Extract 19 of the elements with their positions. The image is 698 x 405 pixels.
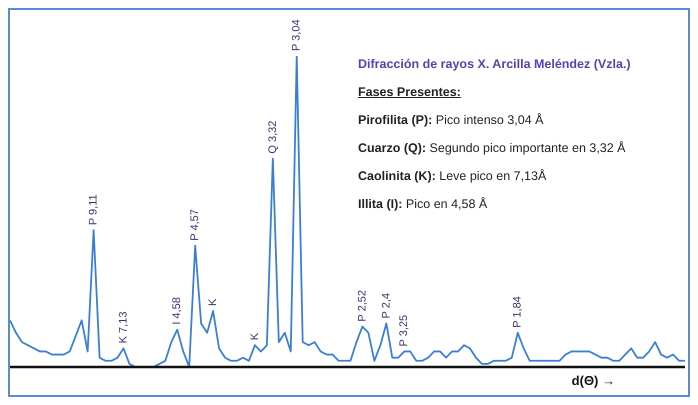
annotation: K 7,13 <box>117 312 130 344</box>
annotation: P 4,57 <box>189 209 202 241</box>
annotation: Fases Presentes: <box>358 85 461 99</box>
annotation: Pirofilita (P): Pico intenso 3,04 Å <box>358 113 544 127</box>
annotation: Q 3,32 <box>266 120 279 154</box>
annotation: P 2,52 <box>356 290 368 322</box>
annotation: K <box>248 332 261 340</box>
annotation: Caolinita (K): Leve pico en 7,13Å <box>358 169 546 183</box>
annotation: P 9,11 <box>88 194 100 226</box>
annotation: P 3,04 <box>290 19 303 51</box>
annotation: P 3,25 <box>398 314 410 346</box>
annotation: I 4,58 <box>171 297 184 325</box>
x-axis-title: d(Θ) → <box>572 373 615 388</box>
annotation: Cuarzo (Q): Segundo pico importante en 3,32 Å <box>358 141 626 155</box>
annotation: P 1,84 <box>512 296 524 328</box>
chart-title: Difracción de rayos X. Arcilla Meléndez (Vzla.) <box>358 56 631 73</box>
annotation: Illita (I): Pico en 4,58 Å <box>358 197 488 211</box>
annotation: P 2,4 <box>380 292 392 318</box>
annotation: K <box>207 298 220 306</box>
